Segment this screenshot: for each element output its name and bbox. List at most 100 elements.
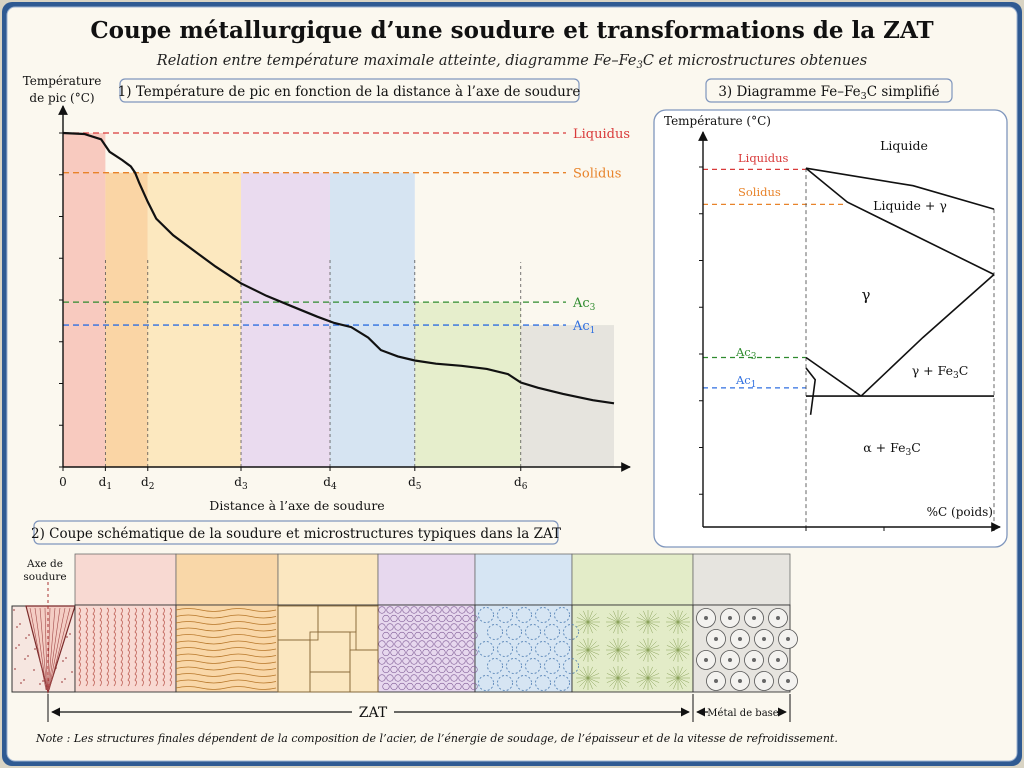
tempered-needle xyxy=(636,617,660,627)
intercritical-cell xyxy=(478,607,494,623)
intercritical-cell xyxy=(535,607,551,623)
fine-grain xyxy=(414,648,422,657)
fine-grain xyxy=(462,631,470,640)
weld-axis-label-line1: Axe de xyxy=(26,558,63,570)
panel2-heading: 2) Coupe schématique de la soudure et mi… xyxy=(31,526,561,542)
panel1-x-tick-label-7: d6 xyxy=(514,475,528,492)
micro-header-6 xyxy=(571,553,694,606)
poster-title: Coupe métallurgique d’une soudure et tra… xyxy=(90,17,933,44)
fine-grain xyxy=(450,606,458,614)
fine-grain xyxy=(406,665,414,674)
weld-left-grain-dot xyxy=(62,660,64,662)
fine-grain xyxy=(422,631,430,640)
panel3-x-axis-label: %C (poids) xyxy=(927,505,993,519)
fine-grain xyxy=(418,623,426,631)
fine-grain xyxy=(470,682,478,691)
intercritical-cell xyxy=(506,624,522,640)
fine-grain xyxy=(406,648,414,657)
panel1-y-axis-label-line1: Température xyxy=(23,74,102,88)
fine-grain xyxy=(438,665,446,674)
intercritical-cell xyxy=(506,658,522,674)
panel1-x-tick-label-5: d4 xyxy=(323,475,337,492)
dendrite-column xyxy=(106,607,109,687)
fine-grain xyxy=(462,665,470,674)
pearlite-dot xyxy=(714,679,718,683)
pearlite-dot xyxy=(762,637,766,641)
micro-header-4 xyxy=(377,553,476,606)
fine-grain xyxy=(422,682,430,691)
zone-band-6 xyxy=(414,302,521,467)
phase-reference-label-4: Ac1 xyxy=(735,373,756,390)
fine-grain xyxy=(394,606,402,614)
phase-region-label-2: Liquide + γ xyxy=(873,198,947,213)
dendrite-column xyxy=(78,607,81,687)
pearlite-dot xyxy=(752,616,756,620)
dendrite-column xyxy=(92,607,95,687)
dendrite-column xyxy=(141,607,144,687)
tempered-needle xyxy=(606,617,630,627)
fine-grain xyxy=(402,623,410,631)
pearlite-dot xyxy=(728,616,732,620)
micrograph-5 xyxy=(474,604,573,693)
intercritical-cell xyxy=(478,675,494,691)
fine-grain xyxy=(470,631,478,640)
fine-grain xyxy=(398,648,406,657)
fine-grain xyxy=(378,640,386,648)
fine-grain xyxy=(458,623,466,631)
weld-left-grain-dot xyxy=(28,634,30,636)
pearlite-dot xyxy=(738,679,742,683)
panel2-heading-box xyxy=(33,520,559,545)
weld-left-grain-dot xyxy=(15,647,17,649)
zone-band-5 xyxy=(330,172,415,467)
dendrite-column xyxy=(162,607,165,687)
phase-reference-label-1: Liquidus xyxy=(738,151,789,165)
fine-grain xyxy=(386,674,394,682)
intercritical-cell xyxy=(497,607,513,623)
fine-grain xyxy=(458,606,466,614)
intercritical-cell xyxy=(516,607,532,623)
fine-grain xyxy=(410,674,418,682)
weld-bead-dendrite-line xyxy=(29,607,47,691)
transition-band xyxy=(175,647,277,651)
base-metal-label-background xyxy=(708,704,778,720)
fine-grain xyxy=(442,640,450,648)
zone-band-2 xyxy=(105,172,148,467)
weld-left-grain-dot xyxy=(34,648,36,650)
panel1-y-axis-label-line2: de pic (°C) xyxy=(29,91,94,105)
fine-grain xyxy=(398,614,406,623)
reference-label-4: Ac1 xyxy=(572,319,595,336)
weld-left-grain-dot xyxy=(61,681,63,683)
fine-grain xyxy=(402,640,410,648)
zone-band-1 xyxy=(63,133,106,467)
intercritical-cell xyxy=(535,675,551,691)
weld-left-grain-dot xyxy=(39,683,41,685)
weld-left-grain-dot xyxy=(23,679,25,681)
phase-boundary-solidus xyxy=(805,167,995,276)
weld-bead-dendrite-line xyxy=(48,607,71,691)
dendrite-column xyxy=(99,607,102,687)
fine-grain xyxy=(438,648,446,657)
fine-grain xyxy=(410,657,418,665)
weld-bead-dendrite-line xyxy=(47,607,56,691)
micrograph-1 xyxy=(74,604,177,693)
weld-left-grain-dot xyxy=(64,678,66,680)
fine-grain xyxy=(418,674,426,682)
tempered-needle xyxy=(636,645,660,655)
intercritical-cell xyxy=(554,641,570,657)
fine-grain xyxy=(446,648,454,657)
fine-grain xyxy=(394,674,402,682)
weld-left-grain-dot xyxy=(20,682,22,684)
tempered-needle xyxy=(636,673,660,683)
fine-grain xyxy=(426,640,434,648)
transition-band xyxy=(175,627,277,632)
fine-grain xyxy=(398,682,406,691)
fine-grain xyxy=(390,682,398,691)
fine-grain xyxy=(462,614,470,623)
weld-left-grain-dot xyxy=(18,644,20,646)
intercritical-cell xyxy=(487,624,503,640)
intercritical-cell xyxy=(478,641,494,657)
pearlite-dot xyxy=(704,658,708,662)
fine-grain xyxy=(394,623,402,631)
tempered-needle xyxy=(666,673,690,683)
fine-grain xyxy=(446,614,454,623)
